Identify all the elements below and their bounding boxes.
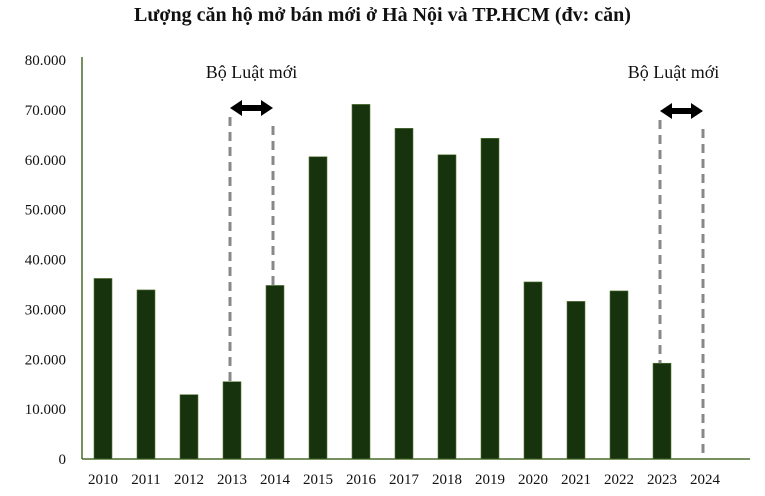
x-tick-label: 2024 bbox=[690, 472, 721, 488]
x-tick-label: 2014 bbox=[260, 472, 291, 488]
y-tick-label: 60.000 bbox=[25, 153, 66, 169]
bar-2018 bbox=[437, 154, 457, 460]
bar-2014 bbox=[265, 285, 285, 460]
x-tick-label: 2016 bbox=[346, 472, 377, 488]
bar-2020 bbox=[523, 281, 543, 460]
x-tick-label: 2012 bbox=[174, 472, 204, 488]
y-tick-label: 50.000 bbox=[25, 203, 66, 219]
bar-2023 bbox=[652, 362, 672, 460]
y-tick-label: 30.000 bbox=[25, 302, 66, 318]
x-tick-label: 2019 bbox=[475, 472, 505, 488]
y-tick-label: 70.000 bbox=[25, 103, 66, 119]
x-tick-label: 2011 bbox=[131, 472, 160, 488]
x-tick-label: 2020 bbox=[518, 472, 548, 488]
x-tick-label: 2013 bbox=[217, 472, 247, 488]
y-tick-label: 10.000 bbox=[25, 402, 66, 418]
x-tick-label: 2021 bbox=[561, 472, 591, 488]
chart-title: Lượng căn hộ mở bán mới ở Hà Nội và TP.H… bbox=[134, 4, 631, 26]
double-arrow-icon bbox=[660, 103, 703, 119]
x-tick-label: 2023 bbox=[647, 472, 677, 488]
x-tick-label: 2010 bbox=[88, 472, 118, 488]
x-tick-label: 2018 bbox=[432, 472, 462, 488]
bar-2019 bbox=[480, 138, 500, 460]
y-tick-label: 20.000 bbox=[25, 352, 66, 368]
bar-2011 bbox=[136, 289, 156, 460]
double-arrow-icon bbox=[230, 100, 273, 116]
y-tick-label: 80.000 bbox=[25, 53, 66, 69]
x-tick-label: 2017 bbox=[389, 472, 420, 488]
x-tick-label: 2022 bbox=[604, 472, 634, 488]
bar-2010 bbox=[93, 278, 113, 460]
annotation-label: Bộ Luật mới bbox=[628, 62, 720, 82]
bar-2013 bbox=[222, 381, 242, 460]
bar-2015 bbox=[308, 156, 328, 460]
bar-2017 bbox=[394, 128, 414, 460]
x-tick-label: 2015 bbox=[303, 472, 333, 488]
bar-2012 bbox=[179, 394, 199, 460]
y-tick-label: 0 bbox=[59, 452, 67, 468]
bar-2022 bbox=[609, 290, 629, 460]
bar-2016 bbox=[351, 104, 371, 460]
annotation-label: Bộ Luật mới bbox=[206, 62, 298, 82]
y-tick-label: 40.000 bbox=[25, 253, 66, 269]
bar-2021 bbox=[566, 301, 586, 460]
